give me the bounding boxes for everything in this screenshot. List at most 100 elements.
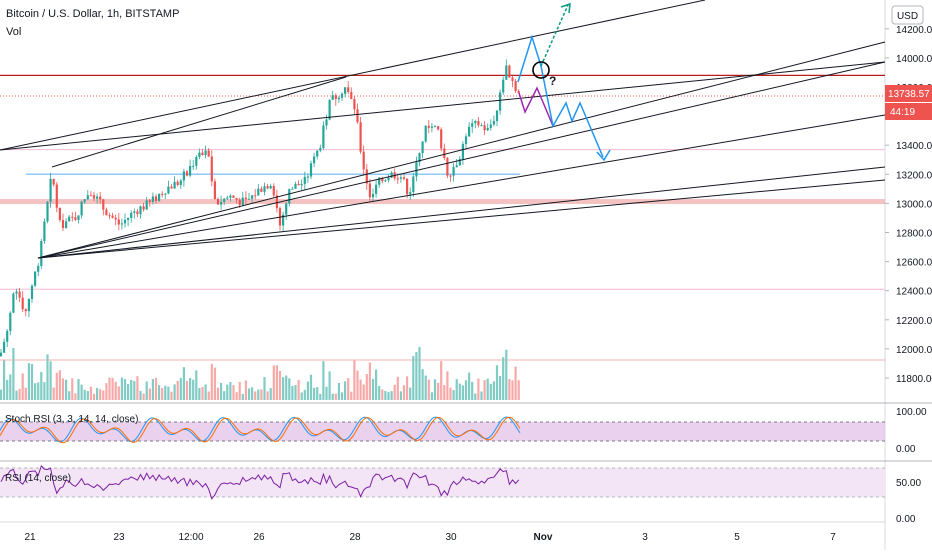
volume-bar bbox=[517, 380, 520, 400]
volume-bar bbox=[275, 365, 278, 400]
candle-body bbox=[192, 165, 195, 167]
volume-bar bbox=[74, 393, 77, 400]
candle-body bbox=[173, 181, 176, 189]
volume-bar bbox=[427, 379, 430, 400]
volume-bar bbox=[238, 381, 241, 400]
volume-bar bbox=[334, 393, 337, 400]
volume-bar bbox=[99, 389, 102, 400]
candle-body bbox=[74, 217, 77, 220]
volume-bar bbox=[313, 387, 316, 400]
candle-body bbox=[238, 199, 241, 206]
candle-body bbox=[309, 163, 313, 177]
candle-body bbox=[458, 158, 461, 166]
volume-bar bbox=[55, 372, 58, 400]
candle-body bbox=[511, 77, 514, 82]
candle-body bbox=[263, 186, 266, 192]
volume-bar bbox=[297, 379, 300, 400]
currency-button[interactable]: USD bbox=[891, 5, 924, 25]
volume-bar bbox=[458, 383, 461, 400]
volume-bar bbox=[502, 357, 505, 400]
candle-body bbox=[241, 197, 244, 206]
purple-wave bbox=[518, 86, 554, 127]
candle-body bbox=[418, 153, 421, 163]
volume-bar bbox=[102, 390, 105, 400]
candle-body bbox=[344, 87, 347, 94]
stoch-rsi-pane: 100.00 0.00 bbox=[0, 407, 927, 455]
volume-bar bbox=[464, 380, 468, 400]
volume-bar bbox=[65, 379, 68, 400]
candle-body bbox=[440, 129, 443, 149]
candlesticks bbox=[0, 59, 520, 357]
volume-bar bbox=[393, 384, 396, 400]
volume-bar bbox=[269, 388, 272, 400]
volume-bar bbox=[9, 374, 12, 400]
volume-bar bbox=[263, 377, 266, 400]
y-tick-label: 12600.00 bbox=[896, 258, 932, 269]
candle-body bbox=[12, 293, 15, 313]
candle-body bbox=[328, 99, 331, 120]
volume-bar bbox=[58, 370, 61, 400]
blue-wave-up bbox=[517, 34, 542, 83]
candle-body bbox=[381, 177, 384, 182]
volume-bar bbox=[220, 382, 223, 400]
x-tick-label: 26 bbox=[253, 532, 265, 543]
volume-bar bbox=[396, 376, 399, 400]
candle-body bbox=[96, 196, 99, 199]
candle-body bbox=[384, 180, 387, 182]
volume-bar bbox=[489, 383, 492, 400]
volume-bar bbox=[325, 386, 328, 400]
volume-bar bbox=[145, 381, 148, 400]
x-tick-label: 21 bbox=[24, 532, 36, 543]
volume-bar bbox=[154, 377, 158, 400]
volume-bar bbox=[108, 377, 111, 400]
candle-body bbox=[334, 95, 337, 100]
candle-body bbox=[437, 126, 440, 130]
candle-body bbox=[80, 201, 83, 216]
x-tick-label: Nov bbox=[534, 532, 553, 543]
trendline bbox=[0, 0, 706, 151]
candle-body bbox=[483, 125, 486, 131]
volume-bar bbox=[300, 392, 303, 400]
y-tick-label: 13200.00 bbox=[896, 170, 932, 181]
volume-bar bbox=[123, 379, 127, 400]
volume-bar bbox=[136, 376, 139, 400]
volume-bar bbox=[24, 387, 27, 400]
candle-body bbox=[340, 93, 344, 98]
candle-body bbox=[189, 165, 192, 176]
volume-bar bbox=[170, 391, 173, 400]
volume-bar bbox=[37, 382, 40, 400]
candle-body bbox=[232, 195, 235, 198]
candle-body bbox=[123, 219, 127, 224]
candle-body bbox=[65, 221, 68, 228]
candle-body bbox=[464, 136, 468, 145]
volume-bar bbox=[241, 393, 244, 400]
volume-bar bbox=[195, 370, 198, 400]
volume-bar bbox=[424, 375, 427, 400]
volume-bar bbox=[232, 385, 235, 400]
volume-bar bbox=[46, 354, 49, 400]
candle-body bbox=[164, 193, 167, 195]
candle-body bbox=[316, 150, 319, 157]
candle-body bbox=[347, 87, 350, 93]
candle-body bbox=[285, 203, 288, 215]
candle-body bbox=[27, 298, 30, 312]
candle-body bbox=[424, 125, 427, 142]
candle-body bbox=[145, 200, 148, 210]
volume-bar bbox=[390, 391, 393, 400]
rsi-tick-label: 0.00 bbox=[896, 514, 916, 525]
volume-bar bbox=[492, 381, 495, 400]
candle-body bbox=[130, 212, 133, 218]
candle-body bbox=[402, 177, 406, 179]
last-price-text: 13738.57 bbox=[888, 89, 930, 100]
y-tick-label: 11800.00 bbox=[896, 374, 932, 385]
volume-bar bbox=[285, 375, 288, 400]
candle-body bbox=[502, 79, 505, 93]
volume-bar bbox=[27, 363, 30, 400]
volume-bar bbox=[244, 380, 247, 400]
candle-body bbox=[297, 183, 300, 186]
candle-body bbox=[61, 219, 65, 228]
stoch-tick-label: 100.00 bbox=[896, 407, 927, 418]
rsi-line bbox=[0, 464, 520, 500]
